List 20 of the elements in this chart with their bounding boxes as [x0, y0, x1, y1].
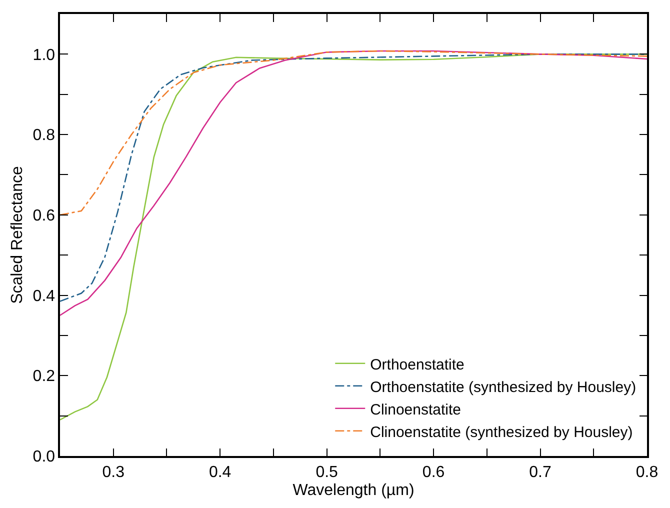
y-tick-label: 0.4 — [32, 288, 56, 305]
legend-label: Clinoenstatite (synthesized by Housley) — [370, 424, 633, 441]
legend-label: Orthoenstatite (synthesized by Housley) — [370, 378, 636, 396]
x-tick-label: 0.7 — [529, 464, 552, 481]
x-axis-title: Wavelength (µm) — [292, 482, 414, 500]
y-tick-label: 1.0 — [32, 46, 56, 64]
y-tick-label: 0.0 — [32, 448, 56, 466]
y-tick-label: 0.2 — [32, 368, 56, 386]
legend-label: Clinoenstatite — [370, 401, 462, 418]
x-tick-label: 0.5 — [316, 464, 338, 481]
x-tick-label: 0.6 — [422, 464, 445, 481]
line-series — [60, 54, 647, 420]
x-tick-label: 0.8 — [636, 464, 658, 481]
line-series — [60, 50, 647, 216]
y-axis-title: Scaled Reflectance — [9, 166, 26, 304]
x-tick-label: 0.3 — [102, 464, 125, 481]
legend-label: Orthoenstatite — [370, 356, 464, 374]
y-tick-label: 0.8 — [32, 127, 56, 144]
y-tick-label: 0.6 — [32, 208, 56, 225]
x-tick-label: 0.4 — [208, 464, 232, 481]
